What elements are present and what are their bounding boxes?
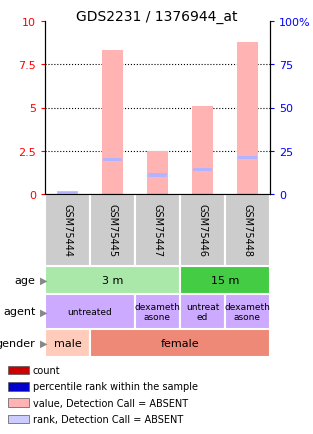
Text: female: female <box>161 338 199 348</box>
Bar <box>8 398 29 407</box>
Bar <box>57 191 78 194</box>
Text: GSM75448: GSM75448 <box>243 204 253 257</box>
Text: GSM75447: GSM75447 <box>152 204 162 257</box>
Bar <box>103 158 122 161</box>
Bar <box>135 294 180 329</box>
Text: 3 m: 3 m <box>102 275 123 285</box>
Bar <box>237 43 258 194</box>
Bar <box>147 151 168 194</box>
Text: ▶: ▶ <box>40 307 47 317</box>
Bar <box>180 294 225 329</box>
Text: value, Detection Call = ABSENT: value, Detection Call = ABSENT <box>33 398 188 408</box>
Bar <box>148 174 167 177</box>
Text: male: male <box>54 338 81 348</box>
Bar <box>193 169 212 172</box>
Bar <box>102 51 123 194</box>
Bar <box>8 366 29 375</box>
Text: GDS2231 / 1376944_at: GDS2231 / 1376944_at <box>76 10 237 23</box>
Bar <box>225 194 270 266</box>
Text: dexameth
asone: dexameth asone <box>135 302 180 322</box>
Bar <box>225 294 270 329</box>
Text: age: age <box>15 275 36 285</box>
Text: percentile rank within the sample: percentile rank within the sample <box>33 381 198 391</box>
Text: agent: agent <box>3 307 36 317</box>
Text: gender: gender <box>0 338 36 348</box>
Bar <box>45 194 90 266</box>
Bar <box>45 294 135 329</box>
Bar <box>180 266 270 294</box>
Bar <box>90 329 270 357</box>
Bar <box>192 106 213 194</box>
Bar <box>45 329 90 357</box>
Text: ▶: ▶ <box>40 338 47 348</box>
Bar <box>8 382 29 391</box>
Bar <box>45 266 180 294</box>
Bar <box>90 194 135 266</box>
Text: 15 m: 15 m <box>211 275 239 285</box>
Bar <box>135 194 180 266</box>
Text: count: count <box>33 365 60 375</box>
Text: GSM75444: GSM75444 <box>63 204 73 257</box>
Text: untreated: untreated <box>68 307 112 316</box>
Bar <box>58 192 77 195</box>
Text: GSM75446: GSM75446 <box>198 204 208 257</box>
Text: rank, Detection Call = ABSENT: rank, Detection Call = ABSENT <box>33 414 183 424</box>
Text: ▶: ▶ <box>40 275 47 285</box>
Text: dexameth
asone: dexameth asone <box>224 302 270 322</box>
Bar <box>180 194 225 266</box>
Bar <box>238 157 257 160</box>
Text: untreat
ed: untreat ed <box>186 302 219 322</box>
Text: GSM75445: GSM75445 <box>107 204 117 257</box>
Bar <box>8 415 29 423</box>
